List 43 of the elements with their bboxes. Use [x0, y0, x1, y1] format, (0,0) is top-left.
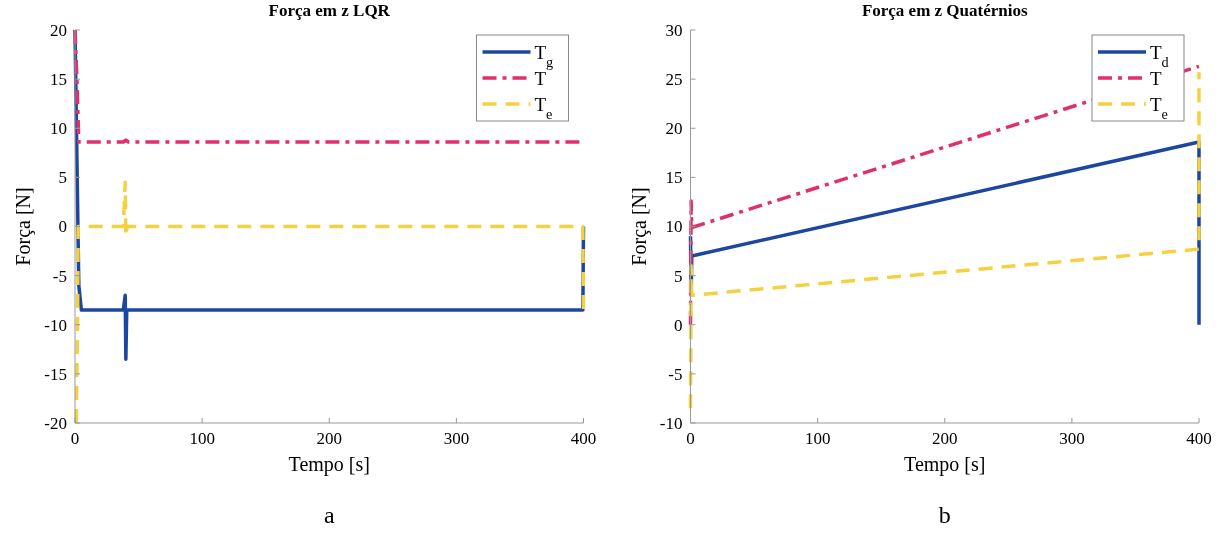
y-tick-label: -5 — [668, 364, 683, 384]
legend-label: T — [1150, 67, 1162, 89]
x-tick-label: 400 — [570, 429, 597, 448]
y-tick-label: 15 — [665, 168, 683, 188]
text: a — [323, 502, 335, 528]
y-tick-label: -10 — [44, 315, 67, 335]
text: b — [938, 502, 951, 528]
x-axis-title: Tempo [s] — [288, 453, 370, 476]
x-tick-label: 300 — [1059, 429, 1085, 448]
y-tick-label: 20 — [665, 119, 683, 139]
x-tick-label: 400 — [1186, 429, 1212, 448]
y-tick-label: 0 — [58, 217, 67, 237]
y-tick-label: 5 — [674, 266, 683, 286]
x-tick-label: 0 — [686, 429, 695, 448]
y-tick-label: -20 — [44, 413, 67, 433]
line-series — [688, 70, 1201, 411]
legend-label: T$_{g}$ — [534, 41, 554, 70]
x-axis-title: Tempo [s] — [904, 453, 986, 476]
chart-title: Força em z LQR — [268, 1, 391, 20]
x-tick-label: 200 — [316, 429, 342, 448]
y-tick-label: 20 — [50, 20, 67, 40]
y-tick-label: 5 — [58, 168, 67, 188]
y-tick-label: 10 — [50, 119, 67, 139]
y-tick-label: -15 — [44, 364, 67, 384]
y-tick-label: 25 — [665, 70, 683, 90]
x-tick-label: 200 — [932, 429, 958, 448]
chart-title: Força em z Quatérnios — [861, 1, 1028, 20]
y-tick-label: -5 — [52, 266, 67, 286]
x-tick-label: 0 — [70, 429, 80, 448]
legend-label: T$_{d}$ — [1150, 41, 1169, 70]
y-tick-label: 30 — [665, 20, 683, 40]
y-tick-label: 15 — [50, 70, 67, 90]
legend-label: T$_{e}$ — [534, 93, 553, 122]
x-tick-label: 100 — [189, 429, 215, 448]
legend-label: T — [534, 67, 547, 89]
x-tick-label: 300 — [443, 429, 470, 448]
y-tick-label: 10 — [665, 217, 683, 237]
x-tick-label: 100 — [804, 429, 831, 448]
y-axis-title: Força [N] — [12, 187, 35, 266]
y-tick-label: -10 — [659, 413, 683, 433]
y-tick-label: 0 — [674, 315, 683, 335]
legend-label: T$_{e}$ — [1150, 93, 1168, 122]
y-axis-title: Força [N] — [627, 187, 651, 266]
